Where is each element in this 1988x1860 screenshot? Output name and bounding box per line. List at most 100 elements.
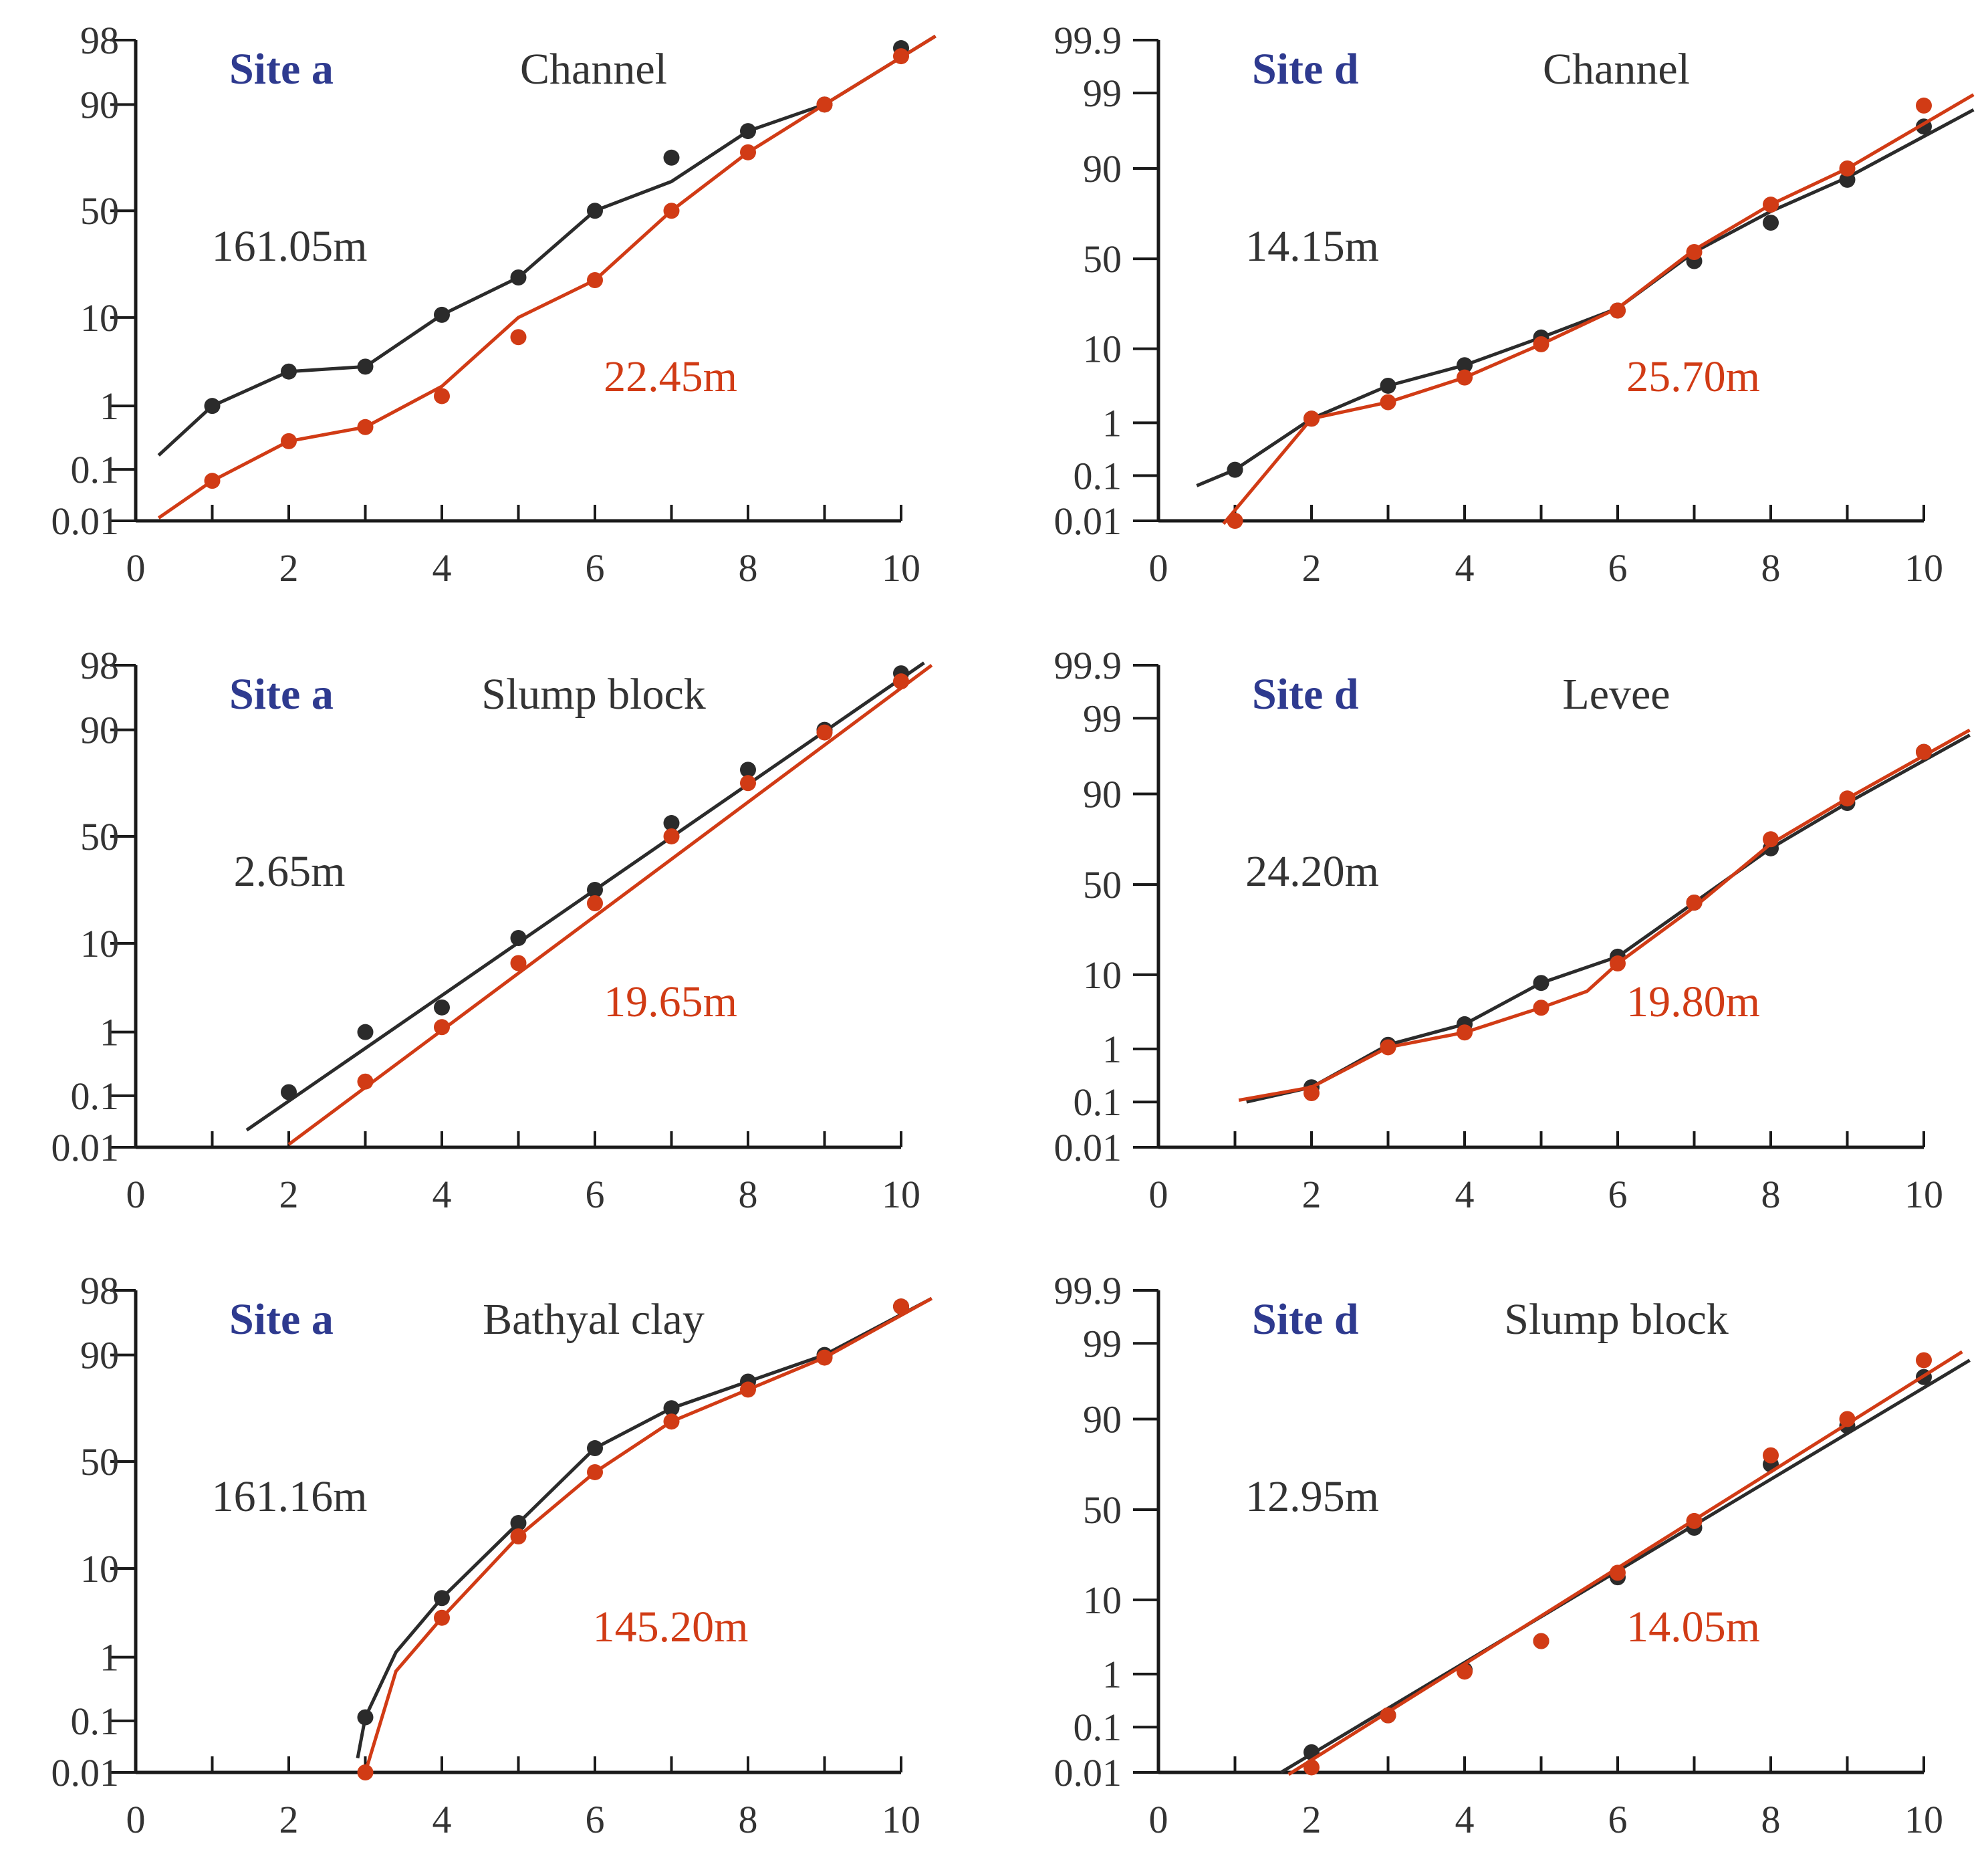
depth-label: 19.65m: [604, 977, 737, 1026]
data-point: [1916, 743, 1932, 760]
series-red: [1222, 93, 1975, 529]
data-point: [740, 123, 756, 140]
data-point: [587, 271, 603, 288]
y-tick-label: 99.9: [1054, 1269, 1122, 1312]
site-label: Site d: [1252, 670, 1359, 719]
data-point: [1839, 790, 1856, 807]
series-line: [287, 663, 933, 1146]
y-tick-label: 99.9: [1054, 19, 1122, 62]
data-point: [1916, 1352, 1932, 1369]
data-point: [1457, 1663, 1473, 1680]
x-tick-label: 8: [1761, 1798, 1781, 1841]
data-point: [1303, 1085, 1320, 1102]
data-point: [1686, 244, 1703, 261]
y-tick-label: 90: [1083, 773, 1122, 816]
data-point: [1380, 377, 1396, 394]
depth-label: 161.16m: [212, 1472, 368, 1521]
panel-title: Bathyal clay: [483, 1295, 705, 1344]
data-point: [740, 1381, 756, 1398]
series-red: [287, 663, 933, 1146]
data-point: [663, 1413, 680, 1430]
x-tick-label: 8: [739, 546, 758, 590]
data-point: [893, 673, 909, 690]
series-dark: [1196, 108, 1975, 487]
data-point: [1763, 1447, 1779, 1464]
data-point: [510, 269, 527, 286]
data-point: [510, 955, 527, 971]
data-point: [1457, 369, 1473, 386]
site-label: Site d: [1252, 45, 1359, 94]
data-point: [740, 762, 756, 778]
series-dark: [157, 34, 937, 457]
y-tick-label: 50: [1083, 863, 1122, 907]
data-point: [816, 724, 833, 741]
panel-title: Levee: [1562, 670, 1670, 719]
data-point: [1533, 1000, 1549, 1016]
x-tick-label: 6: [1608, 546, 1628, 590]
y-tick-label: 99: [1083, 1322, 1122, 1365]
data-point: [1533, 336, 1549, 352]
series-red: [1287, 1350, 1963, 1776]
y-tick-label: 99: [1083, 697, 1122, 740]
x-tick-label: 4: [1455, 1173, 1475, 1216]
x-tick-label: 6: [586, 546, 605, 590]
y-tick-label: 10: [1083, 328, 1122, 371]
x-tick-label: 8: [739, 1173, 758, 1216]
y-tick-label: 10: [80, 1547, 119, 1591]
x-tick-label: 10: [882, 1173, 920, 1216]
data-point: [510, 930, 527, 947]
data-point: [663, 1400, 680, 1417]
x-tick-label: 0: [1149, 546, 1168, 590]
series-dark: [356, 1296, 933, 1759]
x-tick-label: 10: [1904, 1173, 1943, 1216]
depth-label: 22.45m: [604, 352, 737, 401]
series-red: [357, 1296, 933, 1780]
x-tick-label: 2: [1302, 1173, 1322, 1216]
y-tick-label: 99: [1083, 72, 1122, 115]
panel-title: Slump block: [1504, 1295, 1729, 1344]
depth-label: 161.05m: [212, 222, 368, 271]
y-tick-label: 10: [1083, 953, 1122, 997]
data-point: [434, 1019, 450, 1036]
y-tick-label: 1: [1102, 1653, 1122, 1696]
depth-label: 12.95m: [1245, 1472, 1379, 1521]
series-line: [1222, 93, 1975, 526]
y-tick-label: 0.01: [51, 1126, 120, 1169]
data-point: [663, 149, 680, 166]
series-red: [157, 34, 937, 519]
data-point: [1533, 1633, 1549, 1649]
data-point: [357, 1709, 374, 1726]
site-label: Site d: [1252, 1295, 1359, 1344]
depth-label: 14.15m: [1245, 222, 1379, 271]
data-point: [1533, 975, 1549, 992]
data-point: [587, 1464, 603, 1480]
series-line: [157, 34, 937, 519]
data-point: [281, 363, 297, 380]
depth-label: 2.65m: [234, 847, 346, 896]
x-tick-label: 8: [1761, 1173, 1781, 1216]
y-tick-label: 10: [80, 296, 119, 340]
y-tick-label: 0.1: [1074, 1080, 1122, 1124]
data-point: [434, 306, 450, 323]
data-point: [204, 473, 221, 489]
x-tick-label: 10: [1904, 1798, 1943, 1841]
y-tick-label: 10: [1083, 1579, 1122, 1622]
data-point: [1916, 97, 1932, 114]
y-tick-label: 0.1: [71, 1700, 120, 1743]
x-tick-label: 6: [586, 1798, 605, 1841]
y-tick-label: 0.1: [1074, 1706, 1122, 1749]
y-tick-label: 0.01: [1054, 499, 1122, 543]
data-point: [1303, 1759, 1320, 1776]
y-tick-label: 0.1: [71, 448, 120, 491]
x-tick-label: 0: [126, 1798, 146, 1841]
data-point: [1839, 171, 1856, 188]
y-tick-label: 1: [1102, 1028, 1122, 1071]
data-point: [816, 96, 833, 113]
data-point: [434, 388, 450, 404]
data-point: [434, 1609, 450, 1626]
x-tick-label: 2: [279, 1173, 299, 1216]
data-point: [663, 203, 680, 219]
y-tick-label: 90: [80, 1334, 119, 1377]
data-point: [663, 815, 680, 832]
